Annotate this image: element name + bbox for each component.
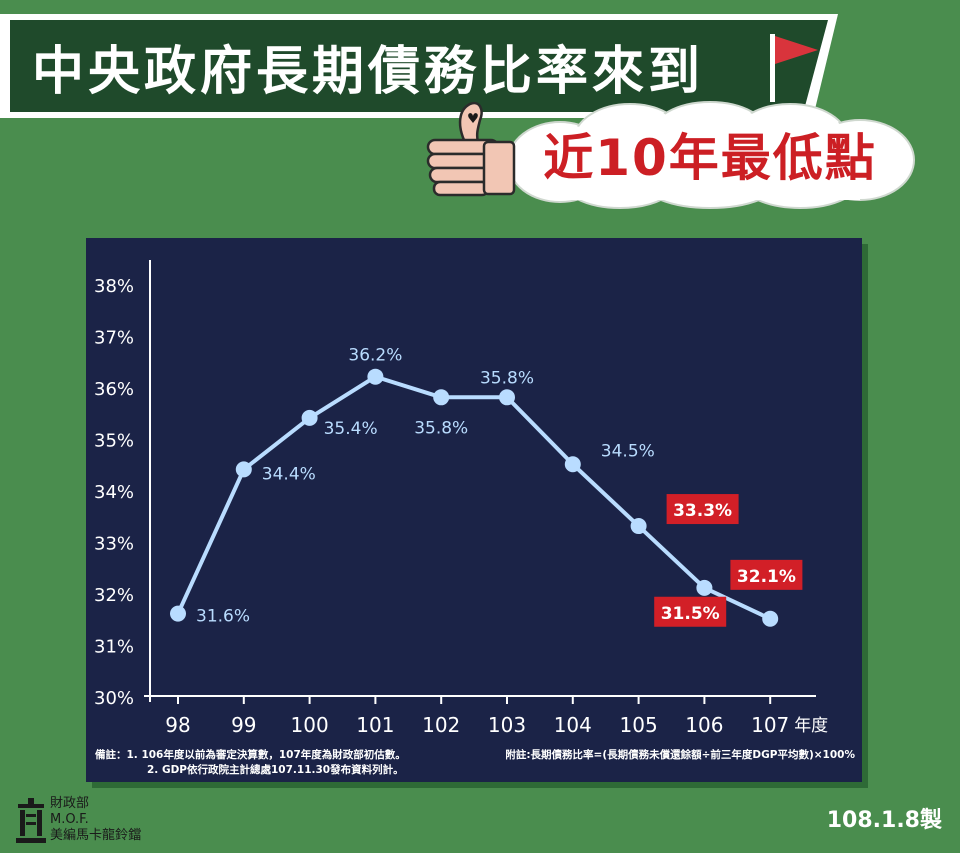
data-label: 34.4%	[262, 464, 316, 484]
x-tick-label: 103	[488, 713, 526, 737]
org-line-3: 美編馬卡龍鈴鐺	[50, 828, 142, 843]
x-tick-label: 106	[685, 713, 723, 737]
cloud-shape	[507, 101, 915, 209]
data-point	[696, 579, 713, 596]
flag-icon	[770, 34, 818, 102]
y-tick-label: 37%	[94, 328, 134, 349]
highlight-badge	[654, 596, 727, 627]
data-label: 35.8%	[414, 418, 468, 438]
data-point	[564, 456, 581, 473]
notes: 備註：1. 106年度以前為審定決算數，107年度為財政部初估數。 附註:長期債…	[95, 748, 855, 778]
data-label: 31.5%	[661, 604, 720, 624]
data-label: 33.3%	[673, 501, 732, 521]
data-label: 36.2%	[348, 346, 402, 366]
x-tick-label: 98	[165, 713, 190, 737]
y-tick-label: 30%	[94, 688, 134, 709]
line-chart: 30% 31% 32% 33% 34% 35% 36% 37% 38% 98 99 100 101 102…	[94, 260, 828, 737]
data-label: 32.1%	[737, 567, 796, 587]
highlight-badge	[666, 494, 739, 525]
note-formula: 附註:長期債務比率=(長期債務未償還餘額÷前三年度DGP平均數)×100%	[505, 749, 855, 761]
y-tick-label: 35%	[94, 431, 134, 452]
y-tick-label: 31%	[94, 637, 134, 658]
x-tick-label: 99	[231, 713, 256, 737]
x-tick-label: 101	[356, 713, 394, 737]
x-tick-label: 105	[620, 713, 658, 737]
data-point	[170, 605, 186, 622]
x-tick-label: 100	[291, 713, 329, 737]
series-line	[176, 374, 772, 621]
highlight-badge	[730, 559, 803, 590]
data-point	[499, 389, 515, 406]
data-point	[433, 389, 450, 406]
chart-panel: 30% 31% 32% 33% 34% 35% 36% 37% 38% 98 99 100 101 102…	[86, 238, 862, 782]
data-label: 35.4%	[324, 419, 378, 439]
data-point	[235, 461, 252, 478]
org-line-1: 財政部	[50, 796, 90, 811]
note-1: 備註：1. 106年度以前為審定決算數，107年度為財政部初估數。	[95, 749, 406, 761]
data-label: 31.6%	[196, 607, 250, 627]
data-label: 34.5%	[601, 441, 655, 461]
title-banner: 中央政府長期債務比率來到	[10, 20, 828, 112]
y-tick-label: 32%	[94, 585, 134, 606]
x-tick-label: 104	[554, 713, 592, 737]
x-tick-label: 107	[751, 713, 789, 737]
data-point	[630, 518, 647, 535]
date-label: 108.1.8製	[826, 808, 942, 833]
y-tick-label: 33%	[94, 534, 134, 555]
x-unit-label: 年度	[794, 716, 828, 736]
data-label: 35.8%	[480, 368, 534, 388]
subtitle: 近10年最低點	[543, 129, 877, 187]
y-tick-label: 36%	[94, 379, 134, 400]
org-text: 財政部 M.O.F. 美編馬卡龍鈴鐺	[50, 796, 141, 844]
page-title: 中央政府長期債務比率來到	[32, 41, 705, 102]
thumbs-up-icon	[426, 101, 516, 197]
org-line-2: M.O.F.	[50, 812, 89, 827]
data-point	[762, 610, 779, 627]
note-2: 2. GDP依行政院主計總處107.11.30發布資料列計。	[147, 764, 404, 776]
y-tick-label: 34%	[94, 482, 134, 503]
mof-logo-icon	[16, 798, 46, 843]
x-tick-label: 102	[422, 713, 460, 737]
data-point	[301, 409, 318, 426]
data-point	[367, 368, 384, 385]
y-tick-label: 38%	[94, 276, 134, 297]
